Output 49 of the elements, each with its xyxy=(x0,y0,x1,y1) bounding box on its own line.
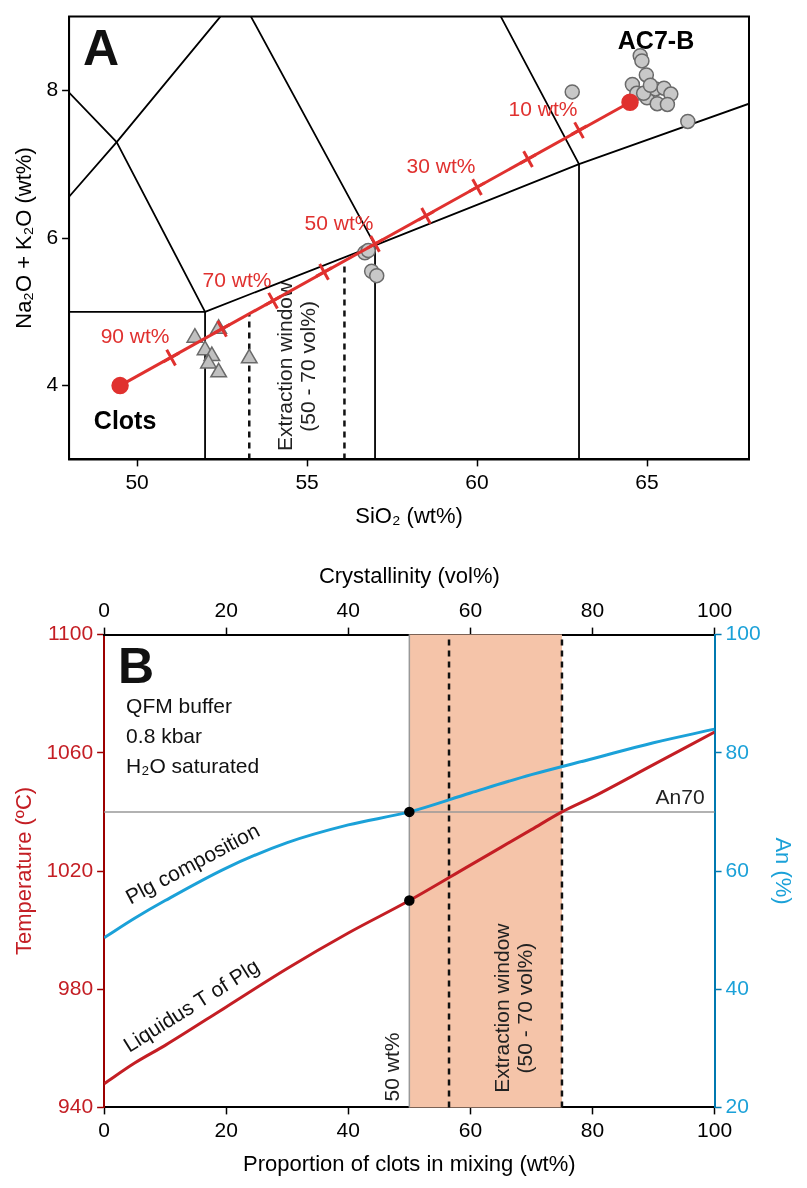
x2-tick-label: 80 xyxy=(580,597,605,621)
y2-axis-title: An (%) xyxy=(770,837,796,905)
x-tick-label: 55 xyxy=(295,469,319,493)
y-tick-label: 8 xyxy=(46,77,59,101)
ref-line-label: Extraction window (50 - 70 vol%) xyxy=(272,280,319,452)
x-tick-label: 65 xyxy=(635,469,659,493)
y2-tick-label: 20 xyxy=(725,1094,749,1118)
y2-tick-label: 40 xyxy=(725,976,749,999)
annotation: AC7-B xyxy=(617,26,695,55)
y-tick-label: 940 xyxy=(58,1094,94,1118)
x-tick-label: 60 xyxy=(465,469,489,493)
y-tick-label: 1020 xyxy=(46,857,94,881)
x2-tick-label: 0 xyxy=(98,597,110,621)
x2-tick-label: 40 xyxy=(336,597,360,621)
x2-tick-label: 20 xyxy=(214,597,238,621)
annotation: A xyxy=(83,20,120,77)
x-axis-title: Proportion of clots in mixing (wt%) xyxy=(243,1150,576,1176)
x-axis-title: SiO₂ (wt%) xyxy=(355,502,463,528)
annotation: 70 wt% xyxy=(202,267,272,291)
y-tick-label: 4 xyxy=(46,372,59,396)
y-tick-label: 1100 xyxy=(47,621,94,645)
y-axis-title: Na₂O + K₂O (wt%) xyxy=(11,147,37,329)
x-tick-label: 100 xyxy=(697,1117,733,1141)
y2-tick-label: 60 xyxy=(725,857,749,881)
annotation: 30 wt% xyxy=(406,153,476,177)
ref-line-label: 50 wt% xyxy=(379,1032,403,1102)
annotation: Clots xyxy=(93,406,157,435)
annotation: 90 wt% xyxy=(100,324,170,348)
ref-line-label: An70 xyxy=(655,785,705,809)
y-tick-label: 980 xyxy=(58,976,94,999)
annotation: B xyxy=(118,638,155,695)
x-tick-label: 60 xyxy=(458,1117,483,1141)
annotation: H₂O saturated xyxy=(126,753,260,777)
x2-tick-label: 100 xyxy=(697,597,733,621)
y-tick-label: 1060 xyxy=(46,739,94,763)
x-tick-label: 50 xyxy=(125,469,149,493)
x-tick-label: 0 xyxy=(98,1117,110,1141)
y-tick-label: 6 xyxy=(46,224,59,248)
annotation: 0.8 kbar xyxy=(126,723,203,747)
x2-axis-title: Crystallinity (vol%) xyxy=(318,563,500,589)
annotation: QFM buffer xyxy=(126,693,232,717)
x-tick-label: 20 xyxy=(214,1117,238,1141)
y2-tick-label: 100 xyxy=(725,621,761,645)
ref-line-label: Extraction window (50 - 70 vol%) xyxy=(490,922,537,1093)
y2-tick-label: 80 xyxy=(725,739,749,763)
x2-tick-label: 60 xyxy=(458,597,483,621)
x-tick-label: 40 xyxy=(336,1117,360,1141)
x-tick-label: 80 xyxy=(580,1117,605,1141)
y-axis-title: Temperature (ºC) xyxy=(11,786,37,956)
